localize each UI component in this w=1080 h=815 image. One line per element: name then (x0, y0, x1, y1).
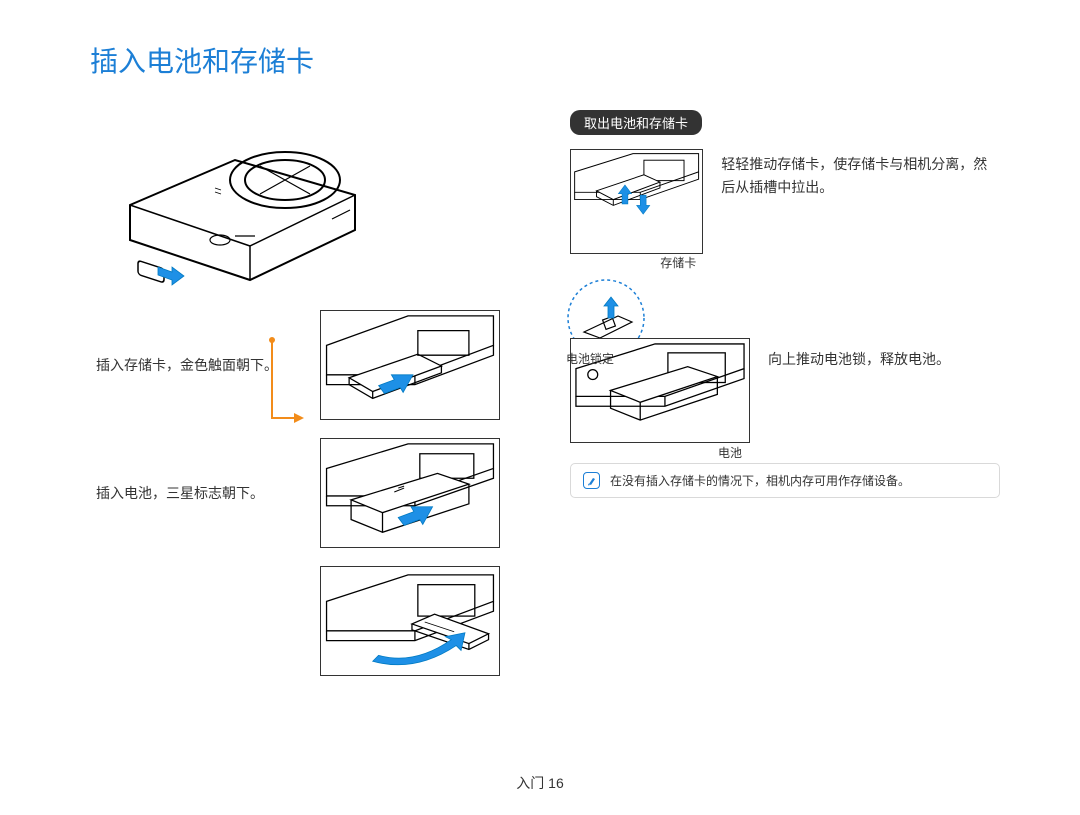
lock-label: 电池锁定 (566, 350, 614, 367)
content-area: 插入存储卡，金色触面朝下。 (90, 110, 1000, 694)
step-2-illustration (320, 438, 500, 548)
remove-subtitle: 取出电池和存储卡 (570, 110, 702, 135)
page-title: 插入电池和存储卡 (90, 40, 1000, 80)
left-column: 插入存储卡，金色触面朝下。 (90, 110, 530, 694)
remove-battery-row: 电池锁定 电池 向上推动电池锁，释放电池。 (570, 288, 1000, 443)
card-label: 存储卡 (660, 254, 696, 271)
step-3-illustration (320, 566, 500, 676)
right-column: 取出电池和存储卡 (560, 110, 1000, 694)
step-row-1: 插入存储卡，金色触面朝下。 (90, 310, 530, 420)
step-row-2: 插入电池，三星标志朝下。 (90, 438, 530, 548)
note-text: 在没有插入存储卡的情况下，相机内存可用作存储设备。 (610, 472, 910, 489)
remove-card-text: 轻轻推动存储卡，使存储卡与相机分离，然后从插槽中拉出。 (721, 149, 1000, 199)
step-row-3 (90, 566, 530, 676)
footer-section: 入门 (516, 775, 544, 791)
step-1-illustration (320, 310, 500, 420)
note-box: 在没有插入存储卡的情况下，相机内存可用作存储设备。 (570, 463, 1000, 498)
left-steps: 插入存储卡，金色触面朝下。 (90, 310, 530, 676)
remove-battery-illustration: 电池锁定 电池 (570, 288, 750, 443)
page-footer: 入门 16 (0, 773, 1080, 793)
remove-card-illustration: 存储卡 (570, 149, 703, 254)
remove-battery-text: 向上推动电池锁，释放电池。 (768, 288, 950, 371)
step-3-text (90, 621, 300, 622)
camera-main-illustration (100, 110, 380, 300)
step-2-text: 插入电池，三星标志朝下。 (90, 483, 300, 503)
footer-page-number: 16 (548, 775, 564, 791)
battery-label: 电池 (718, 444, 742, 461)
remove-card-row: 存储卡 轻轻推动存储卡，使存储卡与相机分离，然后从插槽中拉出。 (570, 149, 1000, 254)
connector-line (260, 340, 300, 430)
note-icon (583, 472, 600, 489)
